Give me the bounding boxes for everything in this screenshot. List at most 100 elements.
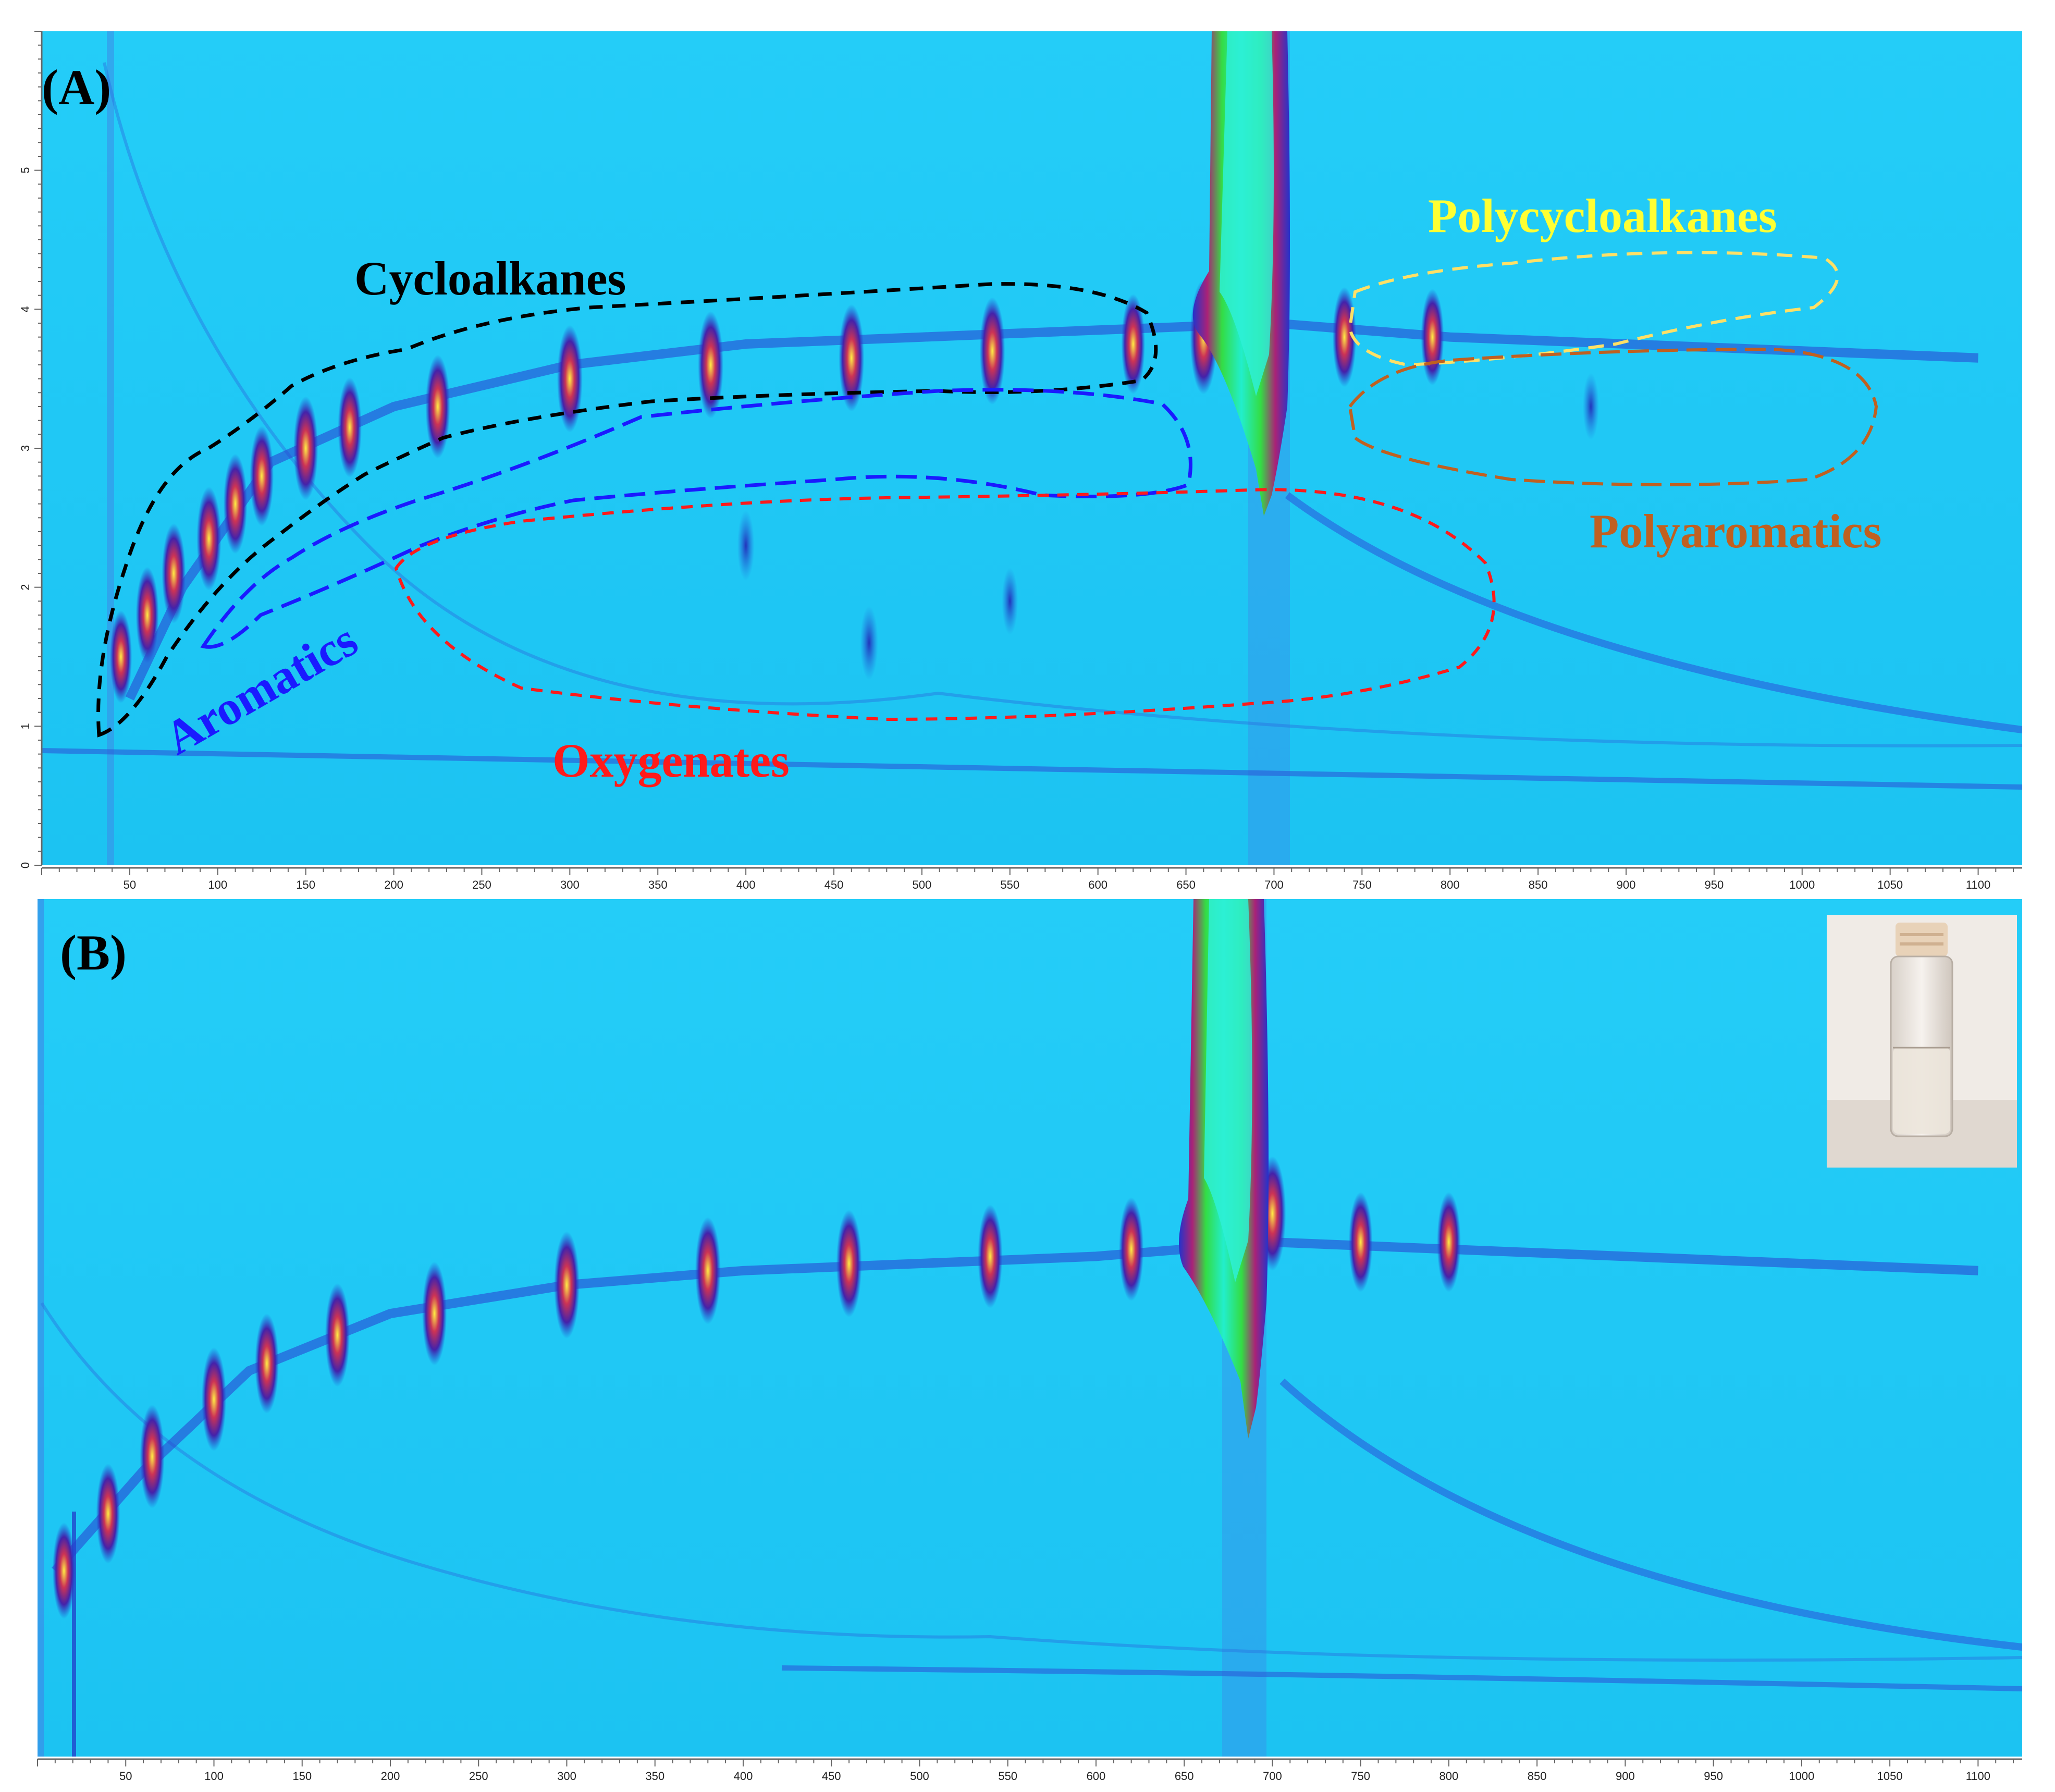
x-tick-label: 100	[208, 878, 227, 891]
stripe-early-2	[72, 1512, 76, 1757]
panel-label-a: (A)	[42, 59, 111, 115]
peak	[860, 605, 878, 680]
x-tick-label: 50	[124, 878, 136, 891]
peak	[250, 426, 274, 526]
peak	[201, 1347, 227, 1452]
peak	[223, 453, 248, 554]
y-tick-label: 5	[19, 167, 32, 174]
x-tick-label: 50	[119, 1770, 132, 1783]
peaks	[52, 1156, 1461, 1619]
peak	[1119, 1197, 1144, 1302]
peak	[338, 377, 362, 477]
x-tick-label: 400	[736, 878, 756, 891]
stripe-early	[38, 899, 44, 1757]
y-tick-label: 0	[19, 862, 32, 868]
x-ticks: 50 100 150 200 250 300 350 400 450 500 550 600 650 70…	[41, 868, 2014, 891]
peak	[979, 297, 1005, 405]
x-tick-label: 450	[822, 1770, 841, 1783]
late-curve	[1279, 1378, 2022, 1651]
peak	[1348, 1192, 1373, 1292]
oxygenates-label: Oxygenates	[552, 734, 790, 787]
x-tick-label: 500	[910, 1770, 929, 1783]
peak	[1421, 289, 1444, 386]
vial-photo-inset	[1827, 915, 2017, 1168]
peak	[978, 1204, 1003, 1308]
peak	[554, 1231, 580, 1339]
peak	[136, 567, 159, 664]
x-tick-label: 800	[1439, 1770, 1459, 1783]
bottom-line	[781, 1665, 2022, 1691]
stripe-early	[107, 31, 114, 865]
peak	[698, 311, 723, 419]
x-tick-label: 850	[1529, 878, 1548, 891]
polyaromatics-label: Polyaromatics	[1590, 505, 1881, 558]
x-tick-label: 900	[1616, 1770, 1635, 1783]
x-tick-label: 1000	[1789, 878, 1815, 891]
y-tick-label: 3	[19, 445, 32, 451]
x-tick-label: 850	[1528, 1770, 1547, 1783]
x-tick-label: 900	[1617, 878, 1636, 891]
vial-liquid	[1893, 1048, 1950, 1134]
peak	[293, 396, 318, 500]
x-tick-label: 350	[648, 878, 668, 891]
peak	[162, 523, 186, 623]
main-band	[52, 1237, 1978, 1574]
baseline-curve	[40, 1302, 2022, 1662]
y-tick-label: 2	[19, 584, 32, 591]
x-tick-label: 300	[560, 878, 580, 891]
x-tick-label: 1000	[1789, 1770, 1814, 1783]
peak	[1332, 287, 1357, 387]
x-tick-label: 750	[1351, 1770, 1370, 1783]
x-tick-label: 400	[734, 1770, 753, 1783]
peak	[255, 1314, 279, 1414]
aromatics-region-outline	[200, 388, 1192, 649]
x-tick-label: 300	[557, 1770, 576, 1783]
x-tick-label: 500	[913, 878, 932, 891]
peak	[196, 486, 222, 591]
peak	[422, 1261, 447, 1366]
x-tick-label: 600	[1087, 1770, 1106, 1783]
oxygenates-region-outline	[394, 488, 1496, 721]
x-tick-label: 1100	[1966, 878, 1990, 891]
x-tick-label: 250	[469, 1770, 488, 1783]
panel-a-background	[42, 31, 2022, 865]
peak	[325, 1283, 350, 1387]
x-tick-label: 450	[825, 878, 844, 891]
peak	[1582, 373, 1599, 440]
y-tick-label: 4	[19, 306, 32, 312]
x-ticks: 50 100 150 200 250 300 350 400 450 500 550 600 650 70…	[37, 1759, 2014, 1783]
x-tick-label: 200	[384, 878, 403, 891]
x-tick-label: 950	[1704, 1770, 1723, 1783]
x-tick-label: 550	[998, 1770, 1017, 1783]
peak	[695, 1217, 721, 1324]
cycloalkanes-label: Cycloalkanes	[354, 252, 626, 305]
x-tick-label: 250	[472, 878, 491, 891]
x-tick-label: 1100	[1966, 1770, 1990, 1783]
y-tick-label: 1	[19, 723, 32, 729]
x-tick-label: 550	[1000, 878, 1019, 891]
cycloalkanes-region-outline	[96, 282, 1158, 738]
x-tick-label: 1050	[1877, 1770, 1903, 1783]
panel-b-background	[38, 899, 2022, 1757]
peak	[836, 1210, 862, 1318]
panel-b: 50 100 150 200 250 300 350 400 450 500 550 600 650 70…	[37, 899, 2022, 1783]
x-tick-label: 150	[296, 878, 315, 891]
panel-a: 0 1 2 3 4 5 50 100 150 200 250 300 350 400 450 500 550 6…	[19, 31, 2022, 891]
peak	[425, 354, 450, 459]
x-tick-label: 100	[204, 1770, 224, 1783]
x-tick-label: 700	[1264, 878, 1284, 891]
peak	[1121, 294, 1146, 394]
x-tick-label: 700	[1263, 1770, 1282, 1783]
late-curve	[1285, 492, 2022, 733]
x-tick-label: 950	[1705, 878, 1724, 891]
peak	[96, 1463, 120, 1564]
polyaromatics-region-outline	[1348, 347, 1878, 486]
x-tick-label: 200	[381, 1770, 400, 1783]
peak	[140, 1404, 165, 1508]
x-tick-label: 750	[1352, 878, 1372, 891]
solvent-peak-core	[1220, 31, 1274, 396]
x-tick-label: 650	[1175, 1770, 1194, 1783]
x-tick-label: 150	[292, 1770, 312, 1783]
peak	[737, 510, 755, 581]
